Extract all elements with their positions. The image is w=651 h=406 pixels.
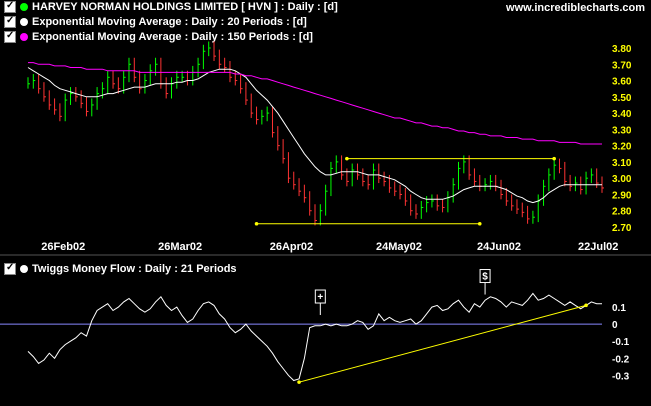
x-tick-label: 26Apr02 (270, 241, 313, 253)
series-color-dot (20, 33, 28, 41)
x-tick-label: 26Feb02 (41, 241, 85, 253)
signal-label: + (317, 292, 323, 303)
signal-box (314, 289, 326, 304)
legend-ema150[interactable]: Exponential Moving Average : Daily : 150… (4, 30, 313, 44)
y-tick-label: 3.00 (612, 174, 632, 185)
indicator-y-tick-label: 0 (612, 320, 618, 331)
indicator-trend-line (298, 304, 587, 383)
ema20-line (27, 67, 602, 204)
y-tick-label: 3.70 (612, 60, 632, 71)
signal-box (479, 269, 491, 284)
legend-price[interactable]: HARVEY NORMAN HOLDINGS LIMITED [ HVN ] :… (4, 0, 338, 14)
trend-line-handle (552, 156, 556, 161)
series-color-dot (20, 265, 28, 273)
checkbox-icon[interactable] (4, 0, 16, 13)
y-tick-label: 3.50 (612, 93, 632, 104)
indicator-y-tick-label: -0.3 (612, 371, 630, 382)
x-tick-label: 26Mar02 (158, 241, 202, 253)
y-tick-label: 3.20 (612, 142, 632, 153)
twiggs-money-flow-line (27, 292, 602, 382)
legend-ema20[interactable]: Exponential Moving Average : Daily : 20 … (4, 15, 307, 29)
y-tick-label: 2.90 (612, 190, 632, 201)
signal-label: $ (482, 272, 488, 283)
x-tick-label: 22Jul02 (578, 241, 618, 253)
x-tick-label: 24May02 (376, 241, 422, 253)
trend-line-handle (297, 380, 301, 384)
indicator-y-tick-label: -0.2 (612, 354, 630, 365)
trend-line-handle (584, 303, 588, 308)
y-tick-label: 3.10 (612, 158, 632, 169)
legend-ema20-label: Exponential Moving Average : Daily : 20 … (32, 16, 307, 28)
site-url: www.incrediblecharts.com (506, 2, 645, 14)
y-tick-label: 3.80 (612, 44, 632, 55)
legend-price-label: HARVEY NORMAN HOLDINGS LIMITED [ HVN ] :… (32, 1, 338, 13)
legend-tmf-label: Twiggs Money Flow : Daily : 21 Periods (32, 263, 237, 275)
series-color-dot (20, 3, 28, 11)
trend-line-handle (254, 221, 259, 226)
legend-ema150-label: Exponential Moving Average : Daily : 150… (32, 31, 313, 43)
legend-tmf[interactable]: Twiggs Money Flow : Daily : 21 Periods (4, 262, 237, 276)
trend-line-handle (477, 221, 482, 226)
x-tick-label: 24Jun02 (477, 241, 521, 253)
y-tick-label: 3.60 (612, 77, 632, 88)
indicator-y-tick-label: 0.1 (612, 303, 626, 314)
checkbox-icon[interactable] (4, 30, 16, 43)
series-color-dot (20, 18, 28, 26)
y-tick-label: 2.70 (612, 223, 632, 234)
trend-line-handle (345, 156, 349, 161)
y-tick-label: 3.40 (612, 109, 632, 120)
ema150-line (28, 62, 602, 145)
checkbox-icon[interactable] (4, 262, 16, 275)
y-tick-label: 3.30 (612, 125, 632, 136)
checkbox-icon[interactable] (4, 15, 16, 28)
y-tick-label: 2.80 (612, 207, 632, 218)
indicator-y-tick-label: -0.1 (612, 337, 630, 348)
